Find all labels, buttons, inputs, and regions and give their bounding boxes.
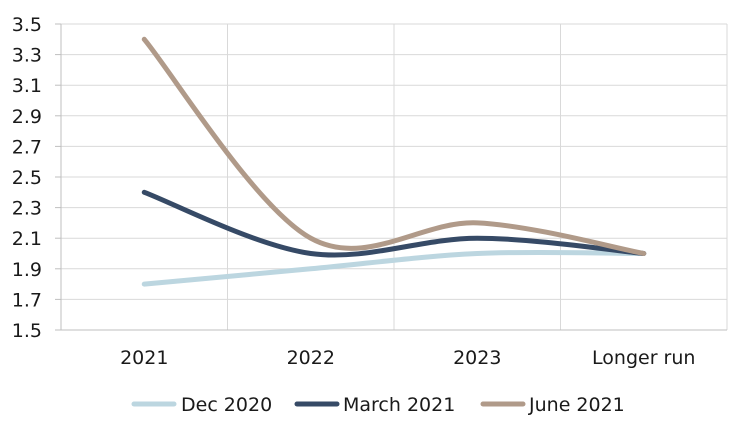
legend-item-june-2021: June 2021: [480, 394, 625, 416]
y-tick-label: 2.9: [12, 106, 42, 128]
data-point-march-2021: [142, 190, 147, 195]
y-tick-label: 3.3: [12, 45, 42, 67]
legend-label: June 2021: [528, 394, 625, 416]
x-tick-label: Longer run: [592, 347, 695, 369]
y-tick-label: 2.5: [12, 167, 42, 189]
data-point-march-2021: [475, 236, 480, 241]
y-tick-label: 3.5: [12, 14, 42, 36]
x-tick-label: 2022: [287, 347, 335, 369]
x-tick-label: 2023: [453, 347, 501, 369]
legend-item-march-2021: March 2021: [294, 394, 455, 416]
y-tick-label: 1.9: [12, 259, 42, 281]
y-axis-tick-labels: 3.5 3.3 3.1 2.9 2.7 2.5 2.3 2.1 1.9 1.7 1.5: [12, 14, 42, 342]
data-point-june-2021: [308, 236, 313, 241]
series-lines: [141, 36, 647, 287]
data-point-june-2021: [641, 251, 646, 256]
legend-label: Dec 2020: [181, 394, 272, 416]
legend: Dec 2020 March 2021 June 2021: [131, 394, 625, 416]
series-line-march-2021: [141, 189, 647, 258]
data-point-dec-2020: [475, 251, 480, 256]
y-tick-label: 1.5: [12, 320, 42, 342]
y-tick-label: 2.7: [12, 136, 42, 158]
y-tick-label: 1.7: [12, 289, 42, 311]
y-tick-label: 2.1: [12, 228, 42, 250]
y-tick-label: 2.3: [12, 198, 42, 220]
y-tick-label: 3.1: [12, 75, 42, 97]
axes: [55, 23, 727, 331]
legend-item-dec-2020: Dec 2020: [131, 394, 272, 416]
x-axis-tick-labels: 2021 2022 2023 Longer run: [120, 347, 695, 369]
x-tick-label: 2021: [120, 347, 168, 369]
data-point-march-2021: [308, 251, 313, 256]
legend-label: March 2021: [343, 394, 455, 416]
series-line-june-2021: [141, 36, 647, 256]
data-point-june-2021: [142, 37, 147, 42]
data-point-june-2021: [475, 220, 480, 225]
data-point-dec-2020: [142, 282, 147, 287]
data-point-dec-2020: [308, 266, 313, 271]
series-line-dec-2020: [141, 249, 647, 287]
